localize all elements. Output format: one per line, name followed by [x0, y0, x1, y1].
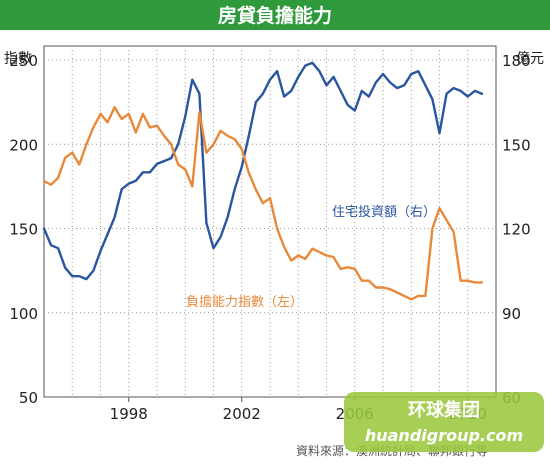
- right-tick-label: 90: [502, 305, 521, 323]
- left-tick-label: 250: [9, 52, 38, 70]
- title-banner: [0, 0, 550, 30]
- left-tick-label: 50: [19, 389, 38, 407]
- left-tick-label: 200: [9, 136, 38, 154]
- series-line-affordability-index: [42, 105, 484, 301]
- series-layer: [42, 61, 484, 301]
- right-tick-label: 150: [502, 136, 531, 154]
- x-tick-label: 1998: [110, 405, 148, 423]
- watermark-line1: 环球集团: [408, 399, 480, 421]
- watermark-line2: huandigroup.com: [365, 426, 523, 445]
- right-axis-ticks: 6090120150180: [502, 52, 531, 407]
- x-tick-label: 2002: [223, 405, 261, 423]
- left-axis-unit-label: 指數: [4, 51, 32, 67]
- series-label-housing-investment: 住宅投資額（右）: [332, 204, 436, 220]
- right-axis-unit-label: 億元: [516, 51, 544, 67]
- right-tick-label: 120: [502, 221, 531, 239]
- series-label-affordability-index: 負擔能力指數（左）: [186, 295, 303, 310]
- watermark-logo: 环球集团 huandigroup.com: [344, 392, 544, 452]
- right-tick-label: 180: [502, 52, 531, 70]
- left-tick-label: 150: [9, 221, 38, 239]
- grid-lines: [44, 46, 496, 397]
- left-axis-ticks: 50 100 150 200 250: [9, 52, 38, 407]
- series-line-housing-investment: [42, 61, 484, 281]
- chart-title: 房貸負擔能力: [218, 4, 332, 27]
- left-tick-label: 100: [9, 305, 38, 323]
